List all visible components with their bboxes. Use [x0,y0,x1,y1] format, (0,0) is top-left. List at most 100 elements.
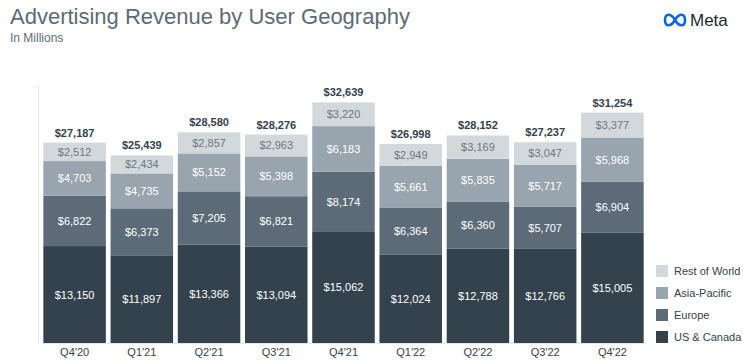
data-label: $2,949 [394,149,428,161]
legend-swatch [656,309,668,321]
legend-swatch [656,287,668,299]
x-tick-label: Q4'20 [60,346,89,358]
data-label: $3,377 [596,119,630,131]
series-2 [43,126,643,208]
title: Advertising Revenue by User Geography [10,4,410,29]
bar-segment [111,155,174,173]
series-1 [43,172,643,256]
data-label: $4,703 [58,172,92,184]
bar-segment [245,246,308,343]
bar-segment [43,161,106,196]
data-labels: $13,150$11,897$13,366$13,094$15,062$12,0… [55,108,633,305]
y-axis-line [38,86,39,344]
total-label: $32,639 [324,86,364,98]
legend-swatch [656,331,668,343]
x-tick-label: Q4'21 [329,346,358,358]
x-tick: Q1'21 [127,343,156,358]
legend-item: US & Canada [656,331,742,343]
bar-segment [245,156,308,196]
bar-segment [312,126,375,172]
total-label: $27,237 [525,126,565,138]
legend-label: Rest of World [674,265,740,277]
data-label: $5,835 [461,174,495,186]
data-label: $3,169 [461,141,495,153]
bar-segment [447,202,510,249]
bar-segment [178,244,241,343]
data-label: $7,205 [192,212,226,224]
bar-segment [43,246,106,343]
legend-item: Europe [656,309,709,321]
bar-segment [111,208,174,255]
bar-segment [514,207,577,249]
bar-segment [379,207,442,254]
x-tick-label: Q3'22 [531,346,560,358]
data-label: $3,220 [327,108,361,120]
bar-segment [245,196,308,246]
bar-segment [111,255,174,343]
data-label: $4,735 [125,185,159,197]
data-label: $6,360 [461,219,495,231]
legend-item: Rest of World [656,265,740,277]
data-label: $6,183 [327,143,361,155]
data-label: $2,963 [259,139,293,151]
bar-segment [312,172,375,232]
data-label: $6,373 [125,226,159,238]
legend-swatch [656,265,668,277]
bar-segment [514,165,577,207]
bar-segment [111,173,174,208]
x-tick: Q3'21 [262,343,291,358]
data-label: $13,094 [256,289,296,301]
x-tick: Q1'22 [396,343,425,358]
data-label: $2,512 [58,146,92,158]
bar-segment [447,159,510,202]
x-tick-label: Q1'21 [127,346,156,358]
data-label: $15,005 [593,282,633,294]
bar-segment [245,135,308,157]
bar-segment [178,191,241,244]
data-label: $5,152 [192,166,226,178]
data-label: $13,366 [189,288,229,300]
x-tick: Q3'22 [531,343,560,358]
bar-segment [514,249,577,343]
data-label: $5,968 [596,154,630,166]
data-label: $2,434 [125,158,159,170]
x-tick-label: Q4'22 [598,346,627,358]
bar-segment [514,142,577,164]
legend-label: US & Canada [674,331,742,343]
total-label: $25,439 [122,139,162,151]
series-3 [43,102,643,173]
data-label: $13,150 [55,289,95,301]
data-label: $2,857 [192,137,226,149]
data-label: $6,821 [259,215,293,227]
x-tick: Q4'20 [60,343,89,358]
bar-segment [379,144,442,166]
bar-segment [581,181,644,232]
y-axis [38,86,39,344]
bar-segment [43,143,106,162]
legend-label: Europe [674,309,709,321]
data-label: $6,822 [58,215,92,227]
data-label: $8,174 [327,196,361,208]
data-label: $5,661 [394,181,428,193]
bars [43,102,643,343]
x-tick-label: Q1'22 [396,346,425,358]
x-axis: Q4'20 Q1'21 Q2'21 Q3'21 Q4'21 Q1'22 Q2'22 Q3'22… [43,343,646,358]
logo-text: Meta [690,11,728,30]
subtitle: In Millions [10,31,63,45]
total-label: $31,254 [593,97,634,109]
bar-segment [447,135,510,158]
legend-label: Asia-Pacific [674,287,732,299]
bar-segment [581,232,644,343]
data-label: $6,904 [596,201,630,213]
x-tick: Q2'21 [195,343,224,358]
data-label: $3,047 [528,147,562,159]
x-tick-label: Q2'22 [463,346,492,358]
data-label: $5,707 [528,222,562,234]
logo: Meta [665,11,728,30]
x-axis-line [43,343,646,344]
bar-segment [447,249,510,343]
bar-segment [379,254,442,343]
data-label: $12,788 [458,290,498,302]
data-label: $11,897 [122,293,161,305]
legend-item: Asia-Pacific [656,287,732,299]
